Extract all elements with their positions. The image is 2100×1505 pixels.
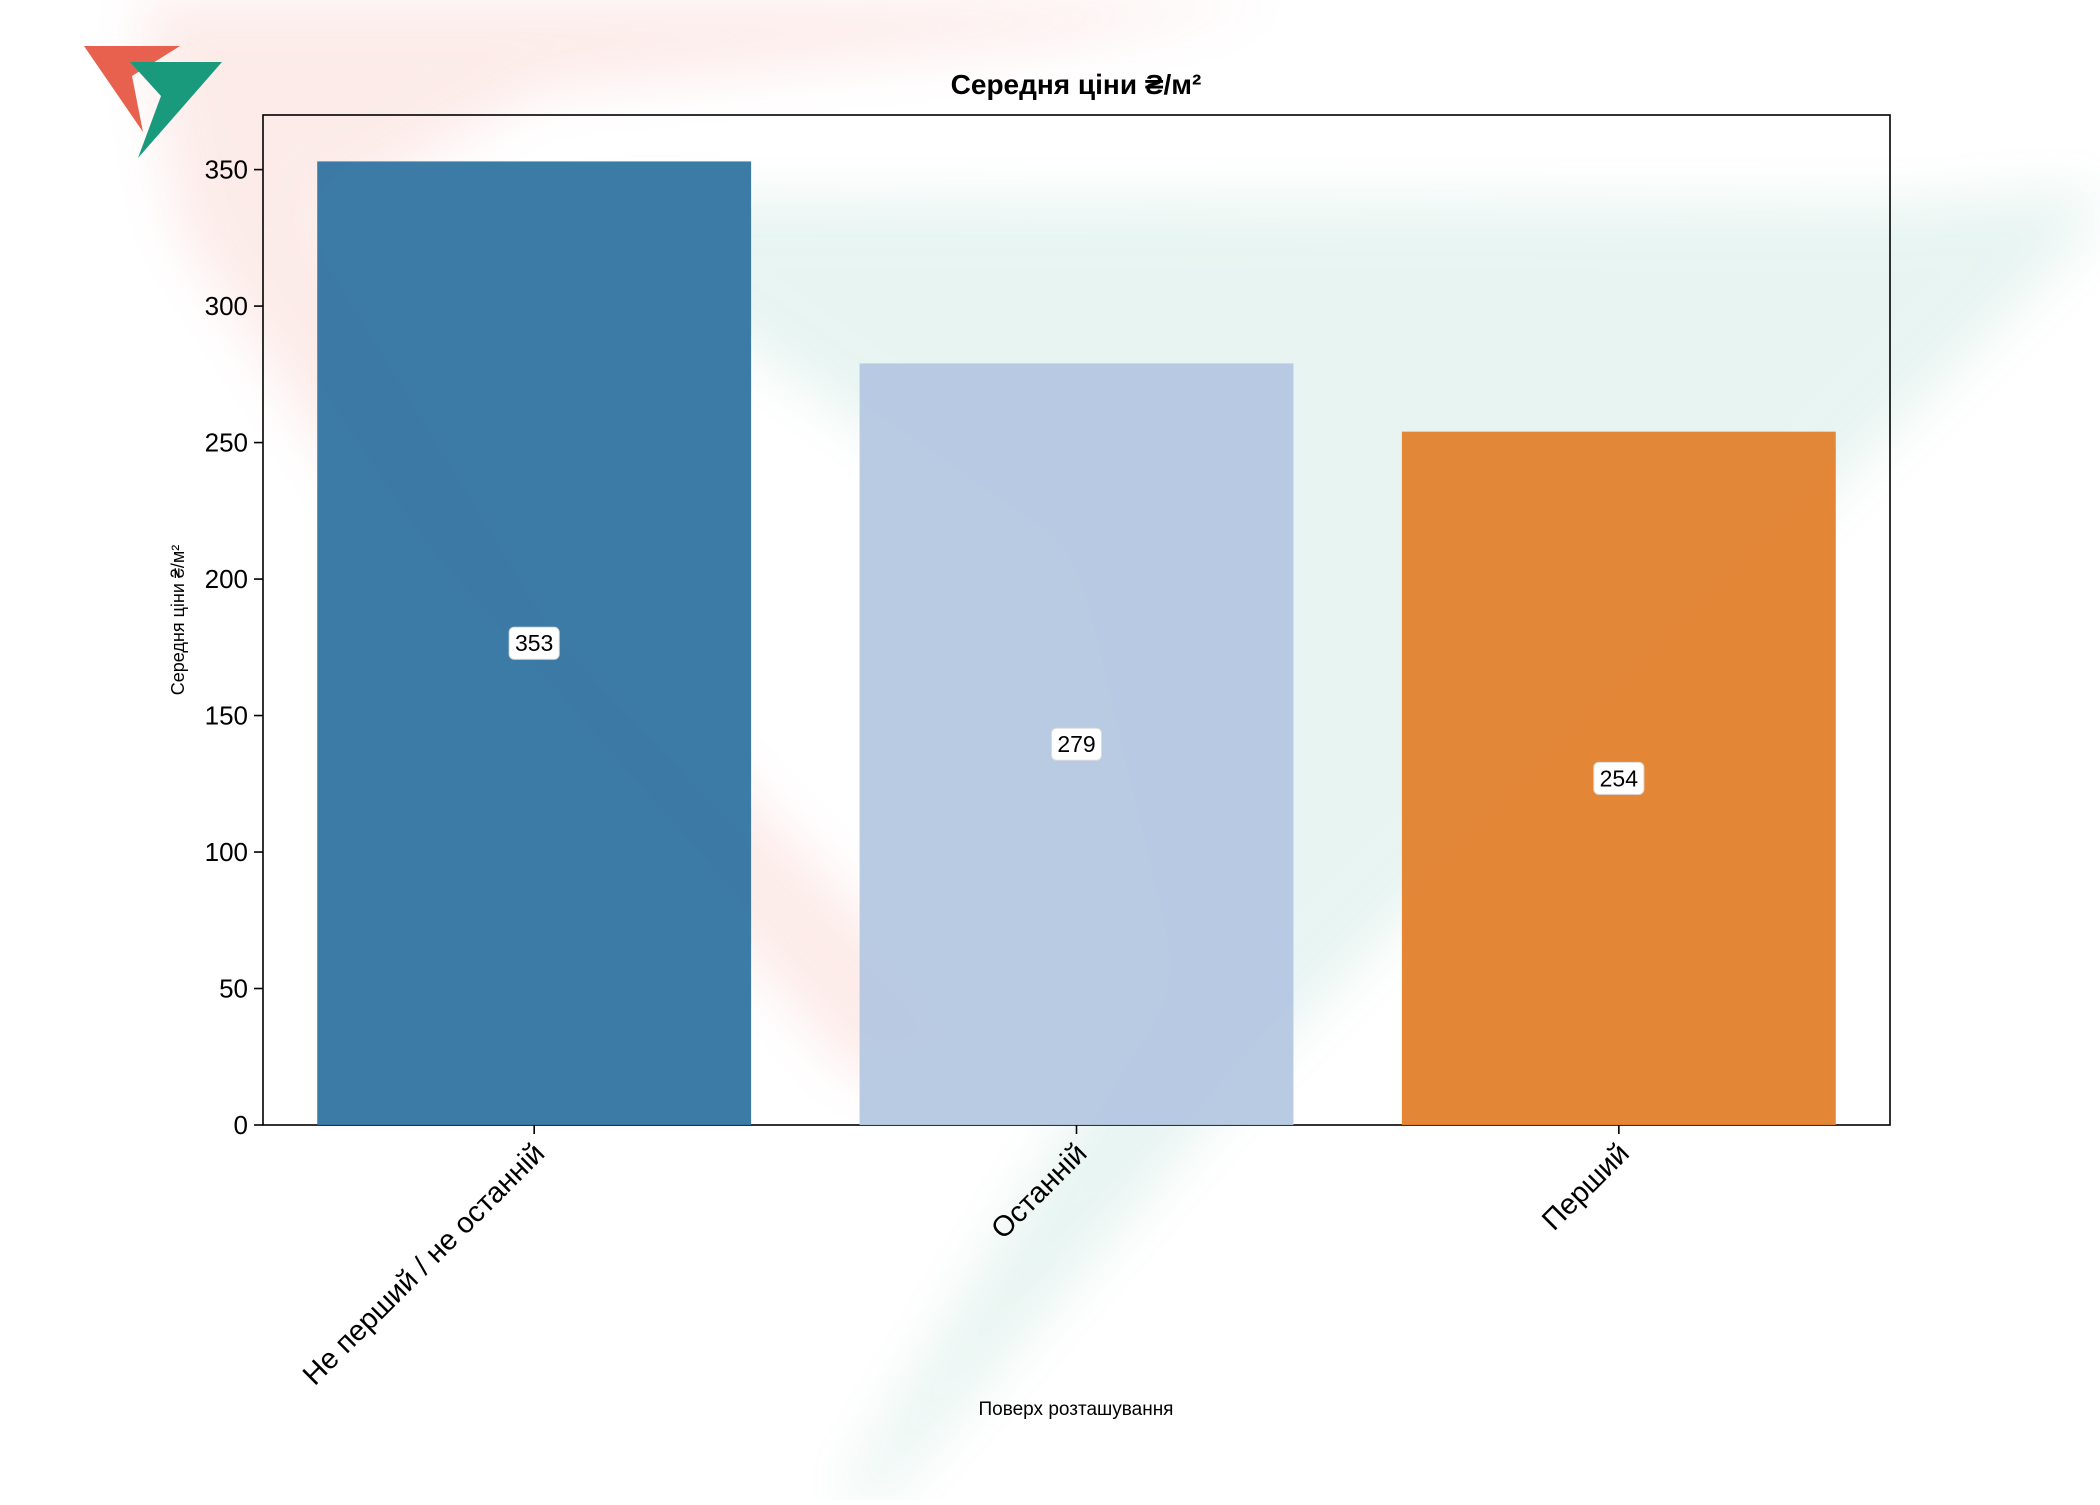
data-label: 279 — [1057, 731, 1095, 757]
y-tick-label: 200 — [205, 564, 248, 594]
triangle-check-logo-icon — [84, 46, 222, 158]
y-axis-title: Середня ціни ₴/м² — [168, 545, 188, 696]
data-labels-group: 353 279 254 — [508, 626, 1645, 795]
data-label-box — [1593, 761, 1645, 795]
y-tick-label: 0 — [234, 1110, 248, 1140]
chart-title: Середня ціни ₴/м² — [951, 69, 1202, 100]
x-tick-label: Не перший / не останній — [297, 1137, 551, 1391]
y-tick-label: 250 — [205, 428, 248, 458]
y-tick-label: 100 — [205, 837, 248, 867]
y-tick-label: 150 — [205, 701, 248, 731]
x-tick-label: Перший — [1536, 1137, 1636, 1237]
data-label-box — [508, 626, 560, 660]
logo-red-part — [84, 46, 180, 132]
y-axis: 0 50 100 150 200 250 300 350 — [205, 155, 263, 1140]
data-label-box — [1051, 727, 1102, 761]
x-axis-title: Поверх розташування — [979, 1399, 1174, 1420]
y-tick-label: 350 — [205, 155, 248, 185]
logo-green-part — [130, 62, 222, 158]
data-label: 254 — [1600, 765, 1639, 791]
y-tick-label: 300 — [205, 291, 248, 321]
y-tick-label: 50 — [219, 974, 248, 1004]
data-label: 353 — [515, 630, 553, 656]
